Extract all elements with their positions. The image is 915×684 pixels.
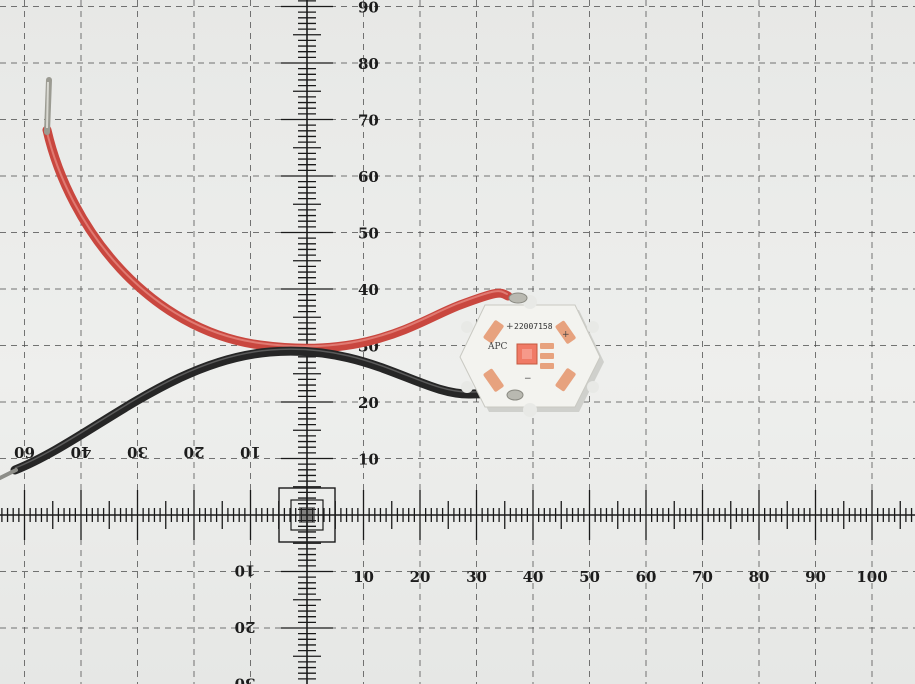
red-solder-joint xyxy=(508,292,528,304)
solder-pad xyxy=(540,343,554,349)
y-axis-label: 20 xyxy=(358,394,379,412)
pcb-plus-label: + xyxy=(506,322,514,332)
x-axis-label: 60 xyxy=(636,568,657,586)
solder-pad xyxy=(483,368,504,392)
black-wire-tip xyxy=(0,468,18,480)
pcb-notch xyxy=(523,403,537,417)
solder-pad xyxy=(555,320,576,344)
x-axis-label: 50 xyxy=(579,568,600,586)
pcb-code-label: 22007158 xyxy=(514,322,553,331)
center-square-inner xyxy=(290,499,324,531)
x-axis-label: 80 xyxy=(749,568,770,586)
x-axis-label: 40 xyxy=(523,568,544,586)
pcb-notch xyxy=(587,381,599,393)
y-axis-label: 90 xyxy=(358,0,379,17)
x-axis-label: 30 xyxy=(466,568,487,586)
red-wire xyxy=(42,125,513,353)
x-axis-label-mirrored: 20 xyxy=(184,443,205,461)
led-chip-core xyxy=(522,349,532,359)
pcb-plus-label-right: + xyxy=(562,330,570,340)
x-axis-label: 10 xyxy=(353,568,374,586)
x-axis-label-mirrored: 40 xyxy=(71,443,92,461)
y-axis-label-mirrored: 10 xyxy=(235,562,256,580)
x-axis-label: 70 xyxy=(692,568,713,586)
red-wire-tip-shine xyxy=(46,81,49,129)
y-axis-label: 50 xyxy=(358,225,379,243)
led-star-board: 22007158 APC + + − xyxy=(459,292,604,417)
pcb-minus-label: − xyxy=(524,374,532,384)
pcb-notch xyxy=(461,381,473,393)
center-dot xyxy=(299,507,315,523)
y-axis-label: 80 xyxy=(358,55,379,73)
pcb-brand-label: APC xyxy=(487,342,508,352)
solder-pad xyxy=(540,353,554,359)
x-axis-label-mirrored: 60 xyxy=(14,443,35,461)
y-axis-label-mirrored: 20 xyxy=(235,618,256,636)
y-axis-label: 70 xyxy=(358,112,379,130)
y-axis-label: 40 xyxy=(358,281,379,299)
y-axis-label-mirrored: 30 xyxy=(235,675,256,684)
y-axis-label: 10 xyxy=(358,451,379,469)
wires xyxy=(0,77,517,480)
y-axis-label: 60 xyxy=(358,168,379,186)
x-axis-label: 100 xyxy=(856,568,887,586)
solder-pad xyxy=(540,363,554,369)
x-axis-label-mirrored: 10 xyxy=(240,443,261,461)
ruler-labels: 10 20 30 40 50 60 70 80 90 100 10 20 30 40 60 10 20 30 40 5… xyxy=(14,0,888,684)
black-solder-joint xyxy=(506,389,524,401)
x-axis-label: 20 xyxy=(410,568,431,586)
red-wire-highlight xyxy=(45,127,508,348)
solder-pad xyxy=(555,368,576,392)
pcb-notch xyxy=(587,321,599,333)
x-axis-label: 90 xyxy=(805,568,826,586)
x-axis-label-mirrored: 30 xyxy=(127,443,148,461)
center-square-outer xyxy=(278,487,336,543)
pcb-notch xyxy=(461,321,473,333)
solder-pad xyxy=(483,320,504,344)
